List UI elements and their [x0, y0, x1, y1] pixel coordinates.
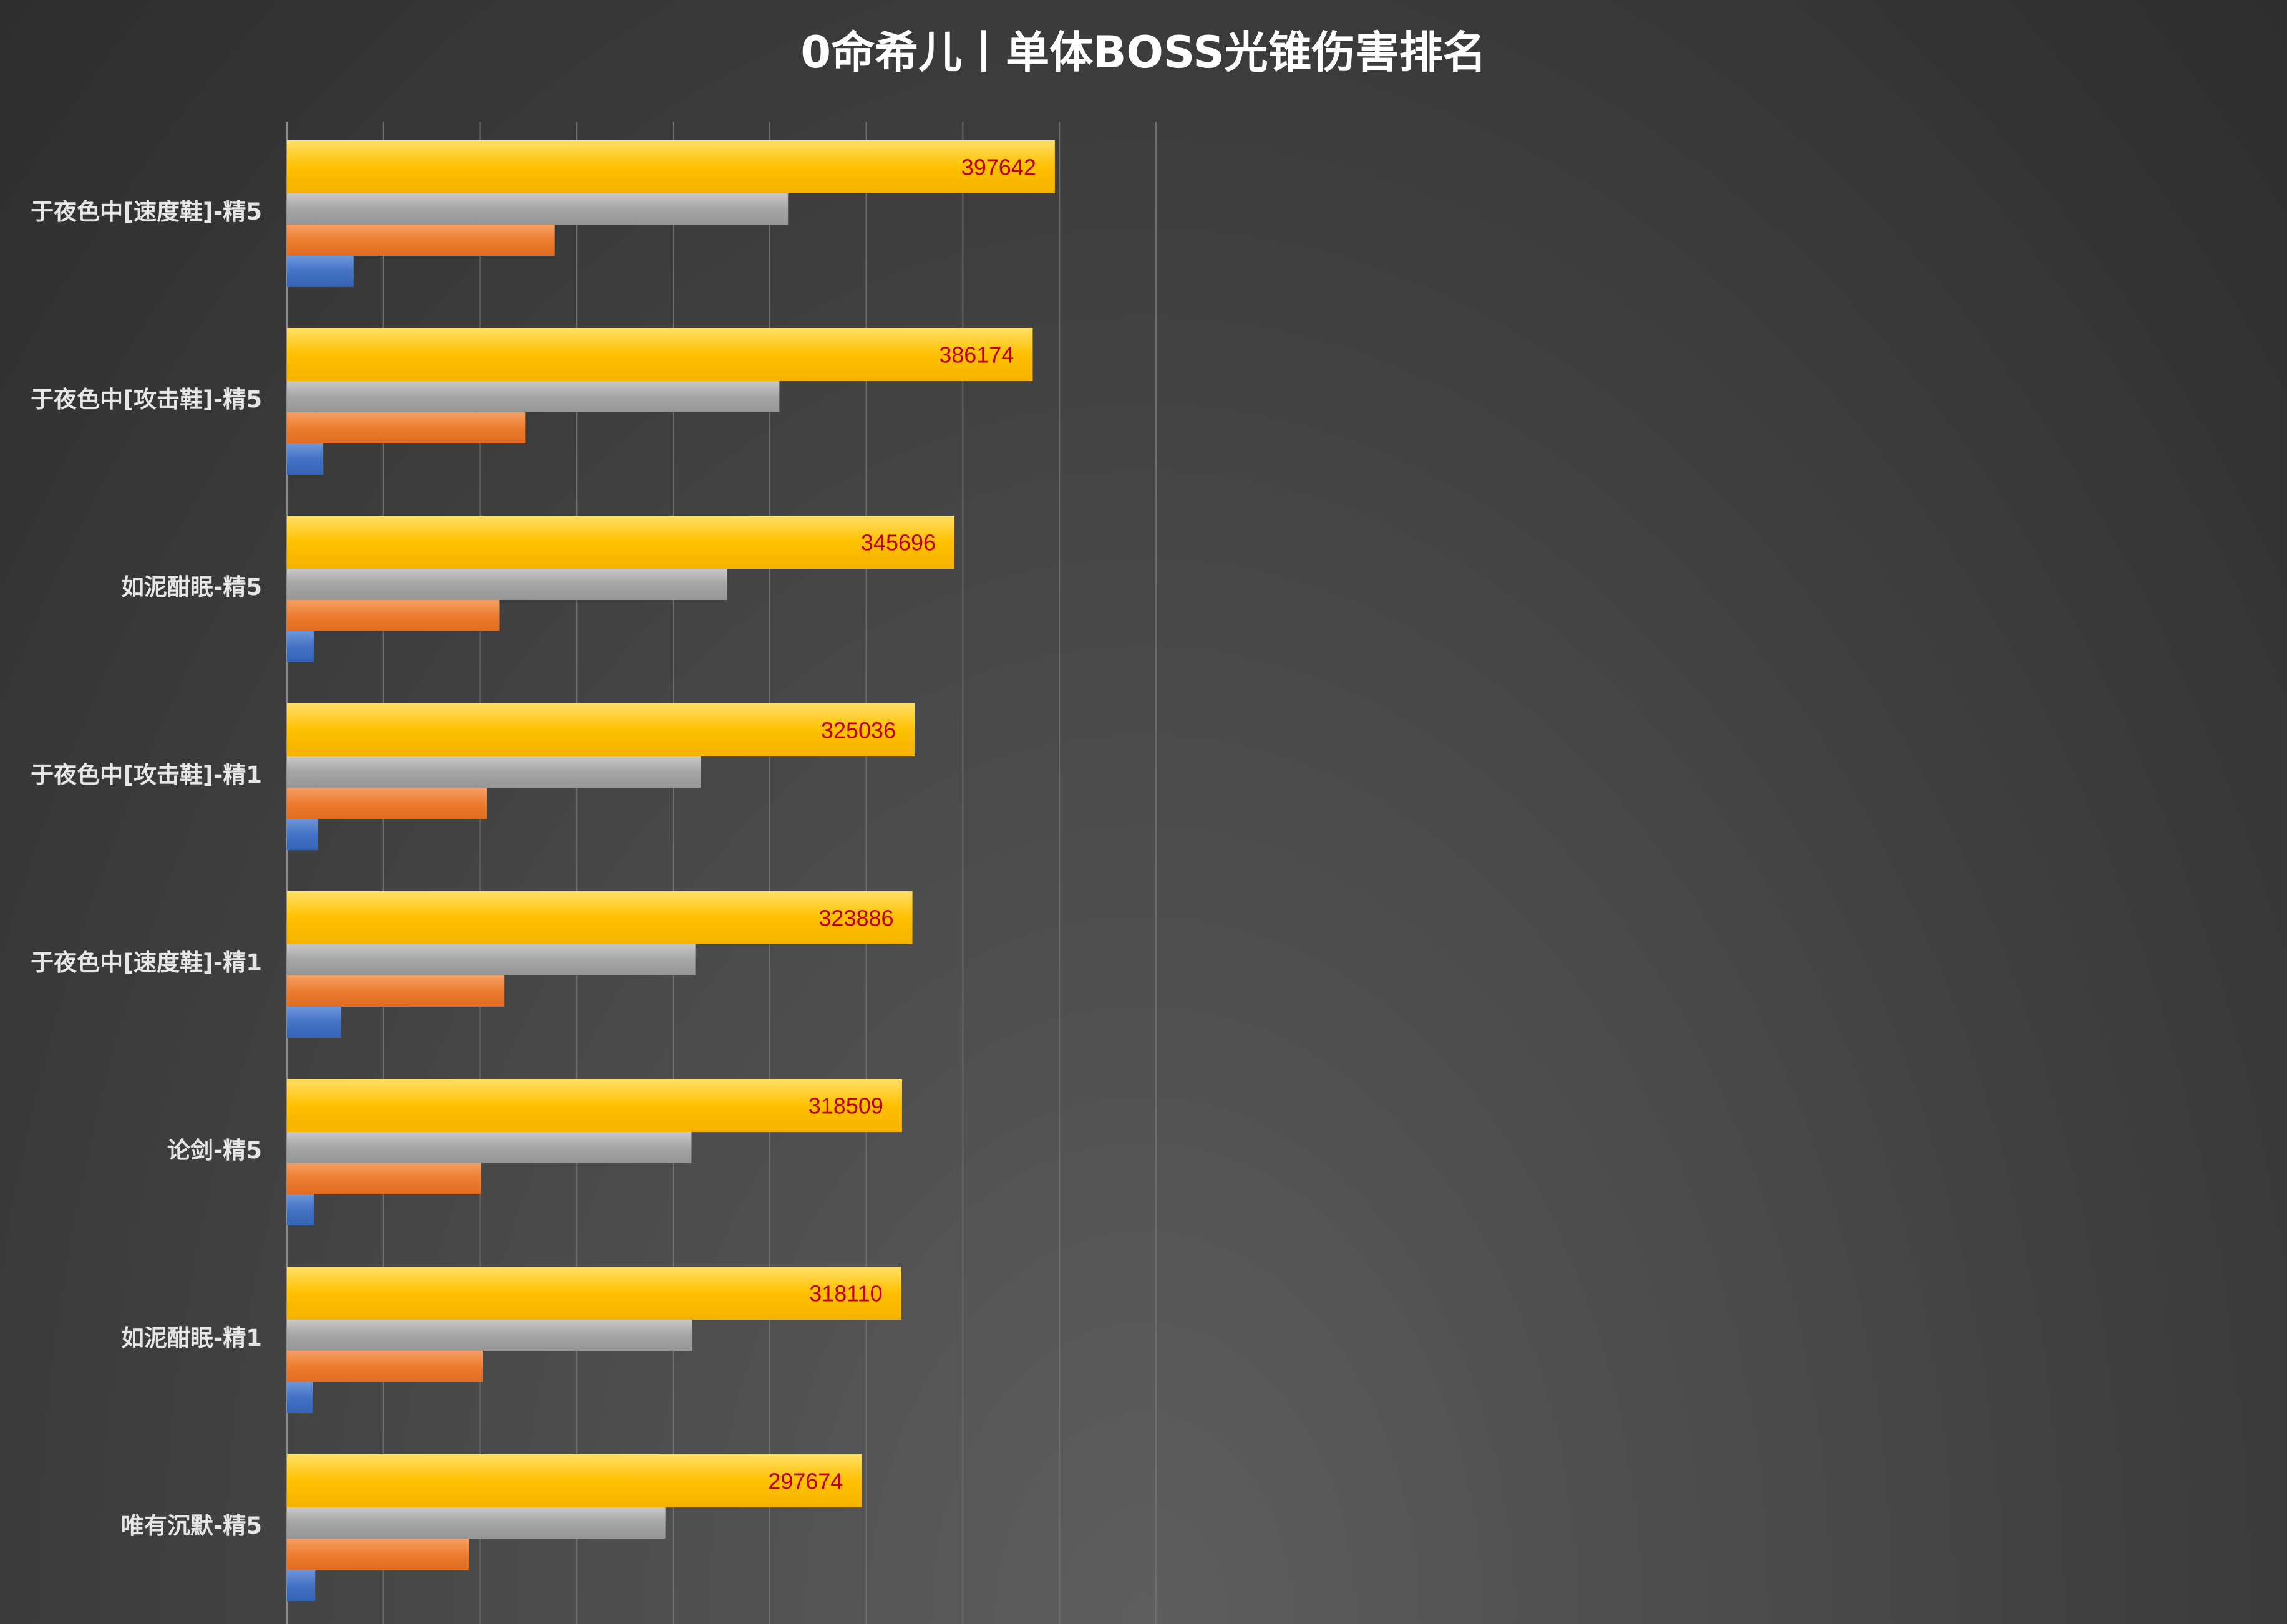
bar-series-4 [287, 1194, 314, 1225]
data-label: 323886 [818, 906, 893, 931]
bar-series-2 [287, 1320, 693, 1351]
category-label: 于夜色中[攻击鞋]-精1 [31, 761, 262, 788]
bar-series-2 [287, 756, 701, 788]
data-label: 318110 [809, 1281, 882, 1307]
bar-series-4 [287, 819, 318, 850]
bar-series-4 [287, 631, 314, 662]
category-label: 于夜色中[速度鞋]-精1 [31, 949, 262, 976]
category-label: 如泥酣眠-精5 [121, 574, 262, 601]
bar-series-4 [287, 1382, 313, 1413]
category-label: 于夜色中[速度鞋]-精5 [31, 198, 262, 225]
bar-series-2 [287, 944, 696, 975]
data-label: 345696 [861, 530, 936, 556]
data-label: 297674 [768, 1469, 843, 1494]
bar-series-2 [287, 193, 789, 225]
bar-series-1 [287, 703, 915, 756]
bar-series-3 [287, 1539, 469, 1570]
chart-title: 0命希儿丨单体BOSS光锥伤害排名 [800, 27, 1486, 78]
bar-series-1 [287, 516, 955, 569]
bar-series-3 [287, 225, 555, 256]
bar-series-1 [287, 1267, 901, 1320]
category-label: 如泥酣眠-精1 [121, 1325, 262, 1351]
bar-series-2 [287, 1507, 666, 1539]
bar-series-3 [287, 1351, 483, 1382]
bar-series-3 [287, 412, 526, 443]
data-labels: 397642 386174 345696 325036 323886 318509 3181… [768, 155, 1036, 1494]
bar-series-2 [287, 569, 727, 600]
bar-series-1 [287, 891, 913, 944]
bar-series-2 [287, 381, 780, 412]
bars [287, 140, 1055, 1601]
bar-series-4 [287, 1570, 316, 1601]
category-label: 论剑-精5 [167, 1137, 262, 1164]
bar-series-1 [287, 1079, 902, 1132]
data-label: 386174 [939, 342, 1014, 368]
bar-series-4 [287, 256, 354, 287]
category-labels: 于夜色中[速度鞋]-精5 于夜色中[攻击鞋]-精5 如泥酣眠-精5 于夜色中[攻击鞋]… [31, 198, 262, 1539]
bar-series-1 [287, 1454, 862, 1507]
data-label: 318509 [808, 1093, 883, 1119]
bar-series-2 [287, 1132, 692, 1163]
bar-series-3 [287, 975, 505, 1007]
bar-series-4 [287, 1007, 341, 1038]
category-label: 于夜色中[攻击鞋]-精5 [31, 386, 262, 413]
data-label: 397642 [961, 155, 1036, 180]
data-label: 325036 [821, 718, 896, 743]
bar-series-3 [287, 1163, 482, 1194]
category-label: 唯有沉默-精5 [121, 1512, 262, 1539]
bar-series-3 [287, 788, 487, 819]
bar-series-3 [287, 600, 500, 631]
bar-series-4 [287, 443, 324, 475]
bar-series-1 [287, 140, 1055, 193]
bar-series-1 [287, 328, 1033, 381]
